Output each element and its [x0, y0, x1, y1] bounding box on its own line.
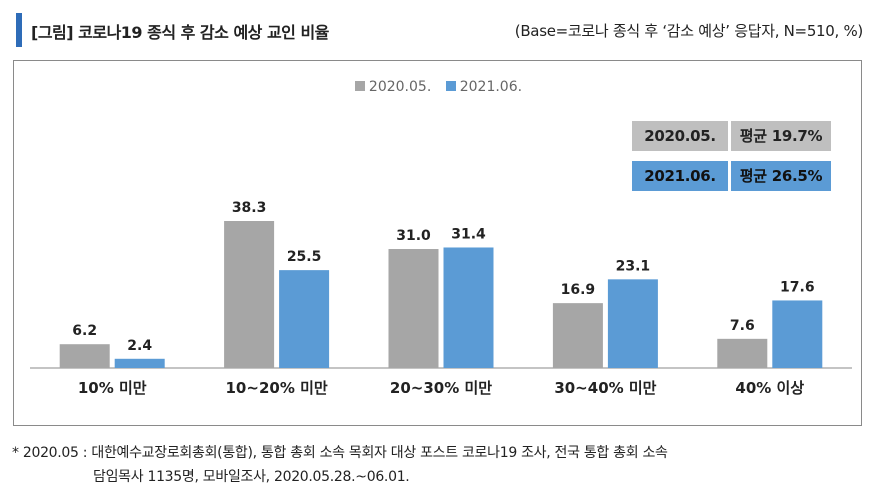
bar-2020-1 — [224, 221, 275, 368]
bar-2021-0 — [114, 358, 165, 368]
category-label: 40% 이상 — [735, 379, 804, 397]
category-label: 10~20% 미만 — [226, 379, 328, 397]
base-note: (Base=코로나 종식 후 ‘감소 예상’ 응답자, N=510, %) — [514, 22, 864, 40]
data-label: 31.0 — [396, 228, 431, 244]
legend-item-2021: 2021.06. — [445, 79, 523, 95]
data-label: 2.4 — [127, 338, 152, 354]
chart-title: [그림] 코로나19 종식 후 감소 예상 교인 비율 — [31, 23, 329, 42]
chart-frame — [13, 60, 862, 426]
category-label: 10% 미만 — [78, 379, 147, 397]
data-label: 38.3 — [232, 200, 267, 216]
footnote-line-2: 담임목사 1135명, 모바일조사, 2020.05.28.~06.01. — [93, 469, 410, 485]
bar-2021-4 — [772, 300, 823, 368]
avg-year-2020: 2020.05. — [632, 121, 728, 151]
data-label: 31.4 — [451, 226, 486, 242]
data-label: 25.5 — [287, 249, 322, 265]
data-label: 7.6 — [730, 318, 755, 334]
legend-swatch-2020 — [354, 81, 365, 91]
header: [그림] 코로나19 종식 후 감소 예상 교인 비율 (Base=코로나 종식… — [0, 0, 877, 58]
bar-2021-3 — [607, 279, 658, 368]
legend-label-2021: 2021.06. — [459, 79, 523, 95]
data-label: 6.2 — [72, 323, 97, 339]
bar-2020-4 — [717, 338, 768, 368]
bar-2020-0 — [59, 344, 110, 368]
category-label: 20~30% 미만 — [390, 379, 492, 397]
data-label: 17.6 — [780, 279, 815, 295]
title-accent-bar — [16, 13, 22, 47]
avg-year-2021: 2021.06. — [632, 161, 728, 191]
legend-swatch-2021 — [445, 81, 456, 91]
bar-2021-2 — [443, 247, 494, 368]
avg-value-2020: 평균 19.7% — [731, 121, 831, 151]
avg-value-2021: 평균 26.5% — [731, 161, 831, 191]
chart-legend: 2020.05. 2021.06. — [0, 79, 877, 95]
footnote-line-1: * 2020.05 : 대한예수교장로회총회(통합), 통합 총회 소속 목회자… — [12, 445, 668, 461]
data-label: 23.1 — [616, 258, 651, 274]
bar-2020-3 — [552, 303, 603, 368]
legend-label-2020: 2020.05. — [368, 79, 432, 95]
bar-2021-1 — [279, 270, 330, 368]
category-label: 30~40% 미만 — [554, 379, 656, 397]
legend-item-2020: 2020.05. — [354, 79, 432, 95]
data-label: 16.9 — [561, 282, 596, 298]
bar-2020-2 — [388, 249, 439, 368]
